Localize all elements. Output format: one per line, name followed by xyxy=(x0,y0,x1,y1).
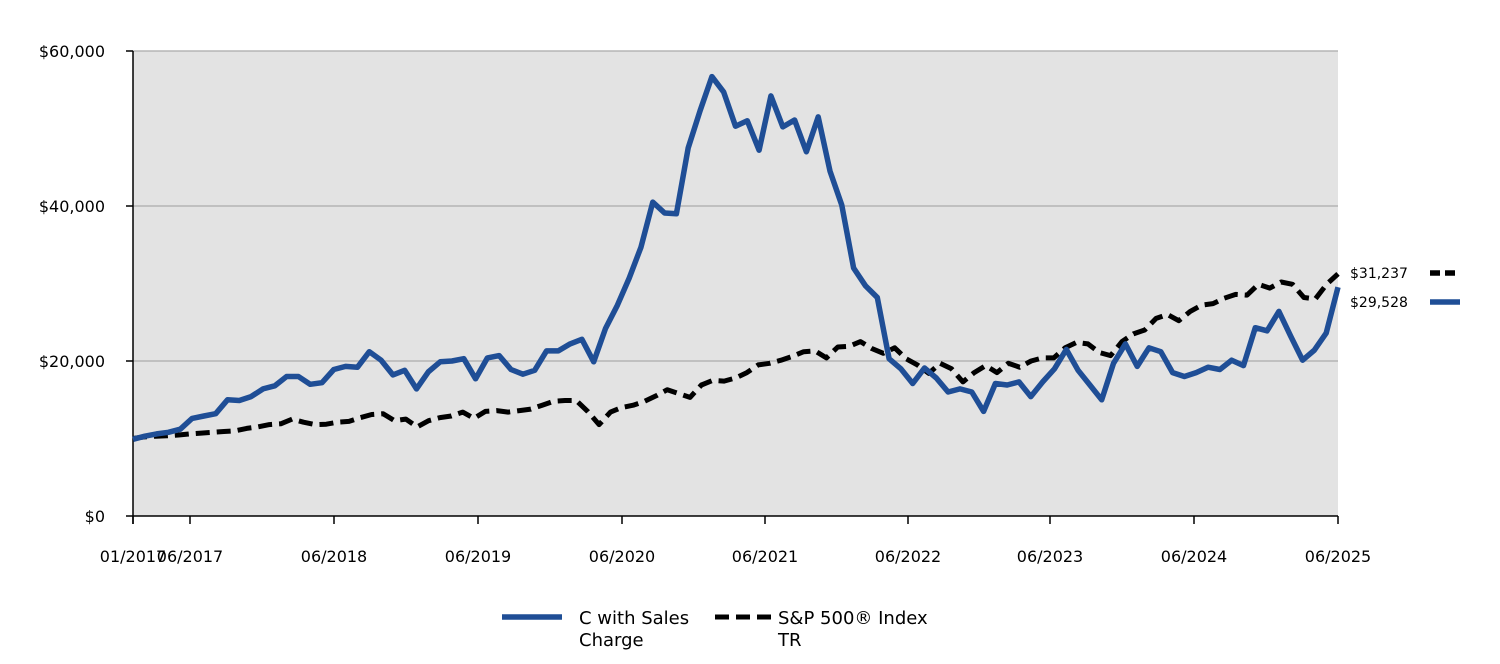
y-tick-label: $60,000 xyxy=(39,42,105,61)
c-sales-charge-end-label: $29,528 xyxy=(1350,295,1408,311)
y-tick-label: $0 xyxy=(85,507,105,526)
c-sales-charge-line xyxy=(132,73,1341,442)
legend-label-sp500-line2: TR xyxy=(777,630,802,651)
x-tick-label: 06/2017 xyxy=(157,547,223,566)
x-tick-label: 06/2022 xyxy=(875,547,941,566)
x-tick-label: 06/2023 xyxy=(1017,547,1083,566)
legend-label-sp500: S&P 500® Index xyxy=(778,608,928,629)
x-tick-label: 06/2025 xyxy=(1305,547,1371,566)
axes xyxy=(126,50,1339,524)
legend-label-c-sales-charge: C with Sales xyxy=(579,608,689,629)
x-tick-label: 06/2018 xyxy=(301,547,367,566)
x-tick-label: 06/2020 xyxy=(589,547,655,566)
x-tick-label: 06/2021 xyxy=(732,547,798,566)
y-tick-label: $40,000 xyxy=(39,197,105,216)
end-labels: $29,528 $31,237 xyxy=(1350,266,1460,311)
sp500-line xyxy=(132,272,1340,441)
x-tick-label: 01/2017 xyxy=(100,547,166,566)
x-tick-label: 06/2019 xyxy=(445,547,511,566)
sp500-end-label: $31,237 xyxy=(1350,266,1408,282)
series-lines xyxy=(132,73,1341,442)
legend-label-c-sales-charge-line2: Charge xyxy=(579,630,644,651)
x-tick-label: 06/2024 xyxy=(1161,547,1227,566)
y-tick-label: $20,000 xyxy=(39,352,105,371)
